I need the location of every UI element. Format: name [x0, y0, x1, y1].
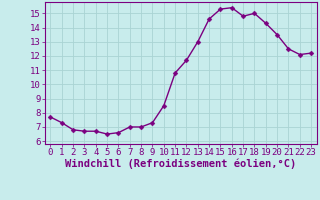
X-axis label: Windchill (Refroidissement éolien,°C): Windchill (Refroidissement éolien,°C)	[65, 159, 296, 169]
